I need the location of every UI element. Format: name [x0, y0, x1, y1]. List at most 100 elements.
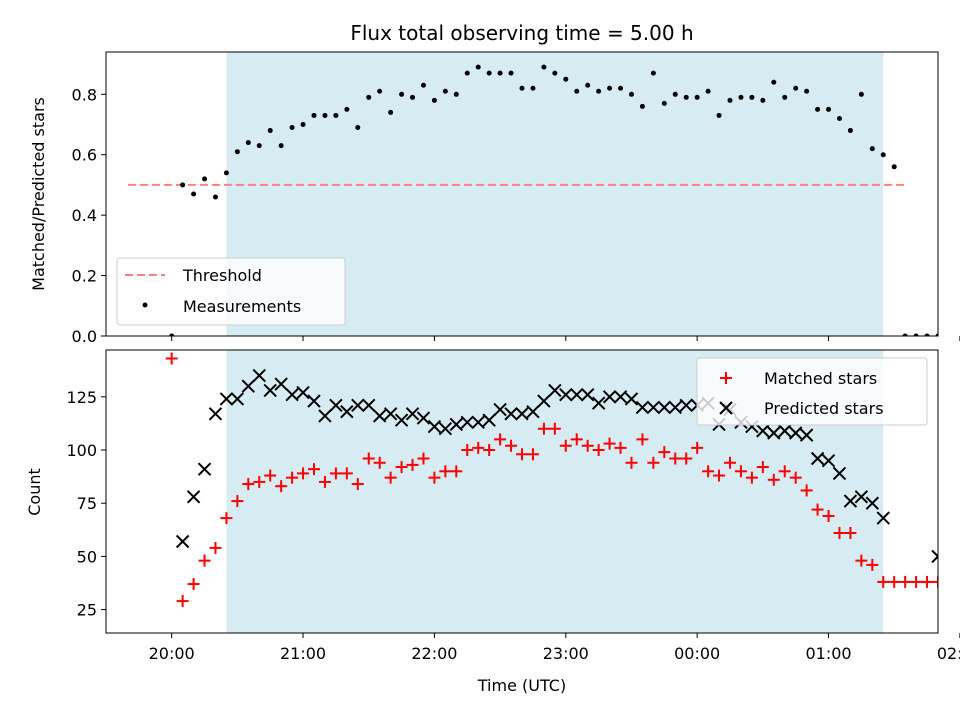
- matched-point: [581, 439, 594, 452]
- predicted-point: [756, 424, 770, 438]
- matched-point: [789, 471, 802, 484]
- predicted-point-b: [954, 523, 960, 535]
- y-tick-label: 50: [77, 547, 97, 566]
- matched-legend-swatch: [720, 372, 732, 384]
- matched-point: [329, 467, 342, 480]
- matched-point: [822, 509, 835, 522]
- predicted-point: [570, 387, 584, 402]
- matched-point: [658, 446, 671, 459]
- measurement-point: [442, 88, 448, 94]
- matched-point: [461, 444, 474, 457]
- predicted-point-b: [307, 394, 321, 408]
- matched-point: [680, 452, 693, 465]
- matched-point: [187, 578, 200, 591]
- x-tick-label: 23:00: [543, 644, 589, 663]
- matched-point: [286, 471, 299, 484]
- measurement-point: [804, 88, 810, 94]
- predicted-legend-label: Predicted stars: [764, 399, 884, 418]
- predicted-point: [821, 453, 836, 468]
- predicted-point-b: [624, 392, 639, 406]
- x-tick-label: 20:00: [149, 644, 195, 663]
- measurement-point: [399, 91, 405, 97]
- predicted-point-b: [515, 407, 529, 421]
- matched-point: [745, 471, 758, 484]
- matched-point: [297, 467, 310, 480]
- matched-point: [943, 606, 955, 618]
- series-matched-stars: [165, 352, 955, 618]
- measurement-point: [191, 191, 197, 197]
- measurement-point: [596, 88, 602, 94]
- matched-point: [833, 526, 846, 539]
- predicted-point: [230, 392, 245, 406]
- predicted-point: [832, 466, 847, 481]
- matched-point: [559, 439, 572, 452]
- predicted-point: [537, 394, 551, 408]
- measurement-point: [552, 70, 558, 76]
- measurement-point: [672, 91, 678, 97]
- matched-point: [537, 422, 550, 435]
- x-tick-label: 22:00: [411, 644, 457, 663]
- count-axes: 25 50 75 100 125 20:00 21:00 22:00 23:00 00:00 01:…: [66, 388, 960, 663]
- predicted-point-b: [405, 407, 420, 421]
- measurement-point: [563, 76, 569, 82]
- matched-point: [844, 526, 857, 539]
- measurement-point: [858, 91, 864, 97]
- measurement-point: [880, 152, 886, 158]
- measurement-point: [475, 64, 481, 70]
- count-panel-frame: [105, 349, 939, 634]
- predicted-point: [318, 409, 332, 423]
- count-legend: Matched stars Predicted stars: [696, 357, 928, 426]
- predicted-point-b: [668, 400, 682, 415]
- time-x-axis-label: Time (UTC): [477, 676, 566, 695]
- measurement-point: [431, 97, 437, 103]
- predicted-point: [197, 462, 212, 476]
- x-tick-label: 21:00: [280, 644, 326, 663]
- predicted-point-b: [252, 368, 266, 383]
- predicted-point-b: [471, 415, 485, 430]
- predicted-point: [219, 392, 234, 406]
- predicted-point-b: [274, 377, 288, 391]
- predicted-point-b: [810, 451, 825, 466]
- predicted-point-b: [383, 407, 398, 421]
- matched-point: [450, 465, 463, 478]
- measurement-point: [453, 91, 459, 97]
- predicted-point: [767, 426, 781, 440]
- count-y-axis-label: Count: [25, 468, 44, 516]
- measurement-point: [639, 103, 645, 109]
- matched-point: [242, 478, 255, 491]
- measurement-point: [300, 122, 306, 128]
- measurement-point: [683, 94, 689, 100]
- x-tick-label: 01:00: [805, 644, 851, 663]
- predicted-point-b: [537, 394, 551, 408]
- predicted-point-b: [613, 390, 628, 404]
- predicted-point-b: [394, 413, 409, 427]
- predicted-point-b: [263, 383, 277, 398]
- measurement-point: [891, 164, 897, 170]
- predicted-point-a: [943, 499, 955, 511]
- count-panel: 25 50 75 100 125 20:00 21:00 22:00 23:00 00:00 01:…: [25, 349, 960, 695]
- predicted-point-b: [318, 409, 332, 423]
- predicted-point: [383, 407, 398, 421]
- matched-point: [417, 452, 430, 465]
- measurement-point: [322, 112, 328, 118]
- y-tick-label: 125: [66, 388, 97, 407]
- predicted-point: [778, 424, 792, 438]
- predicted-point: [591, 396, 606, 410]
- predicted-point-b: [526, 404, 540, 419]
- y-tick-label: 0.4: [72, 206, 97, 225]
- predicted-point-b: [799, 428, 814, 442]
- measurement-point: [661, 100, 667, 106]
- measurement-point: [333, 112, 339, 118]
- predicted-point-b: [602, 390, 617, 404]
- predicted-point-b: [438, 422, 453, 436]
- predicted-point-b: [208, 407, 223, 421]
- matched-point: [899, 575, 912, 588]
- matched-point: [395, 461, 408, 474]
- matched-point: [625, 456, 638, 469]
- predicted-point: [329, 398, 343, 413]
- measurement-point: [935, 333, 938, 336]
- matched-point: [198, 554, 211, 567]
- ratio-y-axis-label: Matched/Predicted stars: [29, 97, 48, 291]
- matched-point: [910, 575, 923, 588]
- predicted-point-b: [854, 490, 869, 504]
